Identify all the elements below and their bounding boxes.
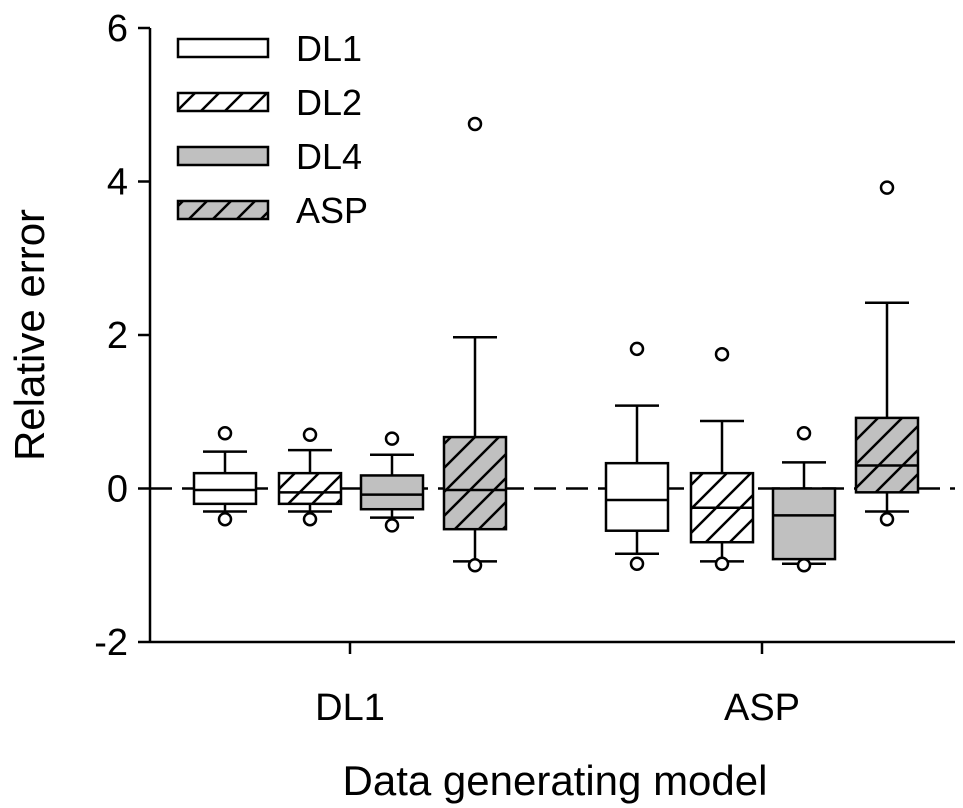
outlier-point — [879, 180, 895, 195]
box-outline — [192, 471, 258, 506]
box-fill — [606, 463, 668, 531]
outlier-point — [796, 558, 812, 573]
legend-swatch-outline — [176, 145, 270, 167]
axes: -2 0 2 4 6 DL1 ASP — [94, 8, 955, 729]
box-fill — [194, 473, 256, 504]
legend-swatch-outline — [176, 91, 270, 113]
box-asp-dl2 — [689, 346, 755, 571]
outlier-point — [217, 511, 233, 527]
box-outline — [854, 416, 920, 494]
y-tick-label: 4 — [107, 162, 128, 204]
box-dl1-dl2 — [277, 427, 343, 527]
plot-area — [150, 116, 955, 573]
legend-label: DL2 — [296, 82, 362, 123]
legend-label: ASP — [296, 190, 368, 231]
legend-swatch-hatch — [178, 93, 268, 111]
legend-label: DL4 — [296, 136, 362, 177]
y-tick-label: 0 — [107, 469, 128, 511]
legend-swatch-fill — [178, 147, 268, 165]
y-tick-label: 6 — [107, 8, 128, 50]
legend-swatch-fill — [178, 39, 268, 57]
box-hatch — [856, 417, 918, 493]
box-dl1-asp — [442, 116, 508, 573]
y-tick-label: 2 — [107, 315, 128, 357]
outlier-point — [714, 346, 730, 362]
outlier-point — [879, 511, 895, 527]
outlier-point — [302, 427, 318, 443]
box-outline — [277, 471, 343, 506]
box-asp-asp — [854, 180, 920, 527]
legend: DL1 DL2 DL4 ASP — [176, 28, 368, 231]
box-fill — [773, 488, 835, 560]
x-tick-label: DL1 — [315, 687, 385, 729]
outlier-point — [714, 556, 730, 571]
outlier-point — [796, 425, 812, 441]
legend-entry-dl2: DL2 — [176, 82, 362, 123]
outlier-point — [217, 425, 233, 441]
outlier-point — [384, 518, 400, 533]
box-outline — [359, 474, 425, 511]
outlier-point — [384, 431, 400, 446]
y-tick-label: -2 — [94, 622, 128, 664]
box-dl1-dl4 — [359, 431, 425, 533]
box-dl1-dl1 — [192, 425, 258, 527]
outlier-point — [467, 116, 483, 132]
box-asp-dl1 — [604, 341, 670, 571]
legend-label: DL1 — [296, 28, 362, 69]
outlier-point — [467, 558, 483, 573]
y-axis-title: Relative error — [6, 209, 53, 461]
box-outline — [442, 435, 508, 531]
legend-entry-dl4: DL4 — [176, 136, 362, 177]
legend-swatch-outline — [176, 199, 270, 221]
x-tick-label: ASP — [724, 687, 800, 729]
legend-entry-dl1: DL1 — [176, 28, 362, 69]
legend-swatch-hatch — [178, 201, 268, 219]
box-outline — [604, 461, 670, 532]
outlier-point — [302, 511, 318, 527]
box-hatch — [444, 437, 506, 530]
box-fill — [361, 475, 423, 510]
legend-entry-asp: ASP — [176, 190, 368, 231]
legend-swatch-outline — [176, 37, 270, 59]
outlier-point — [629, 556, 645, 571]
x-axis-title: Data generating model — [343, 757, 768, 804]
box-asp-dl4 — [771, 425, 837, 573]
box-hatch — [279, 473, 341, 504]
outlier-point — [629, 341, 645, 357]
